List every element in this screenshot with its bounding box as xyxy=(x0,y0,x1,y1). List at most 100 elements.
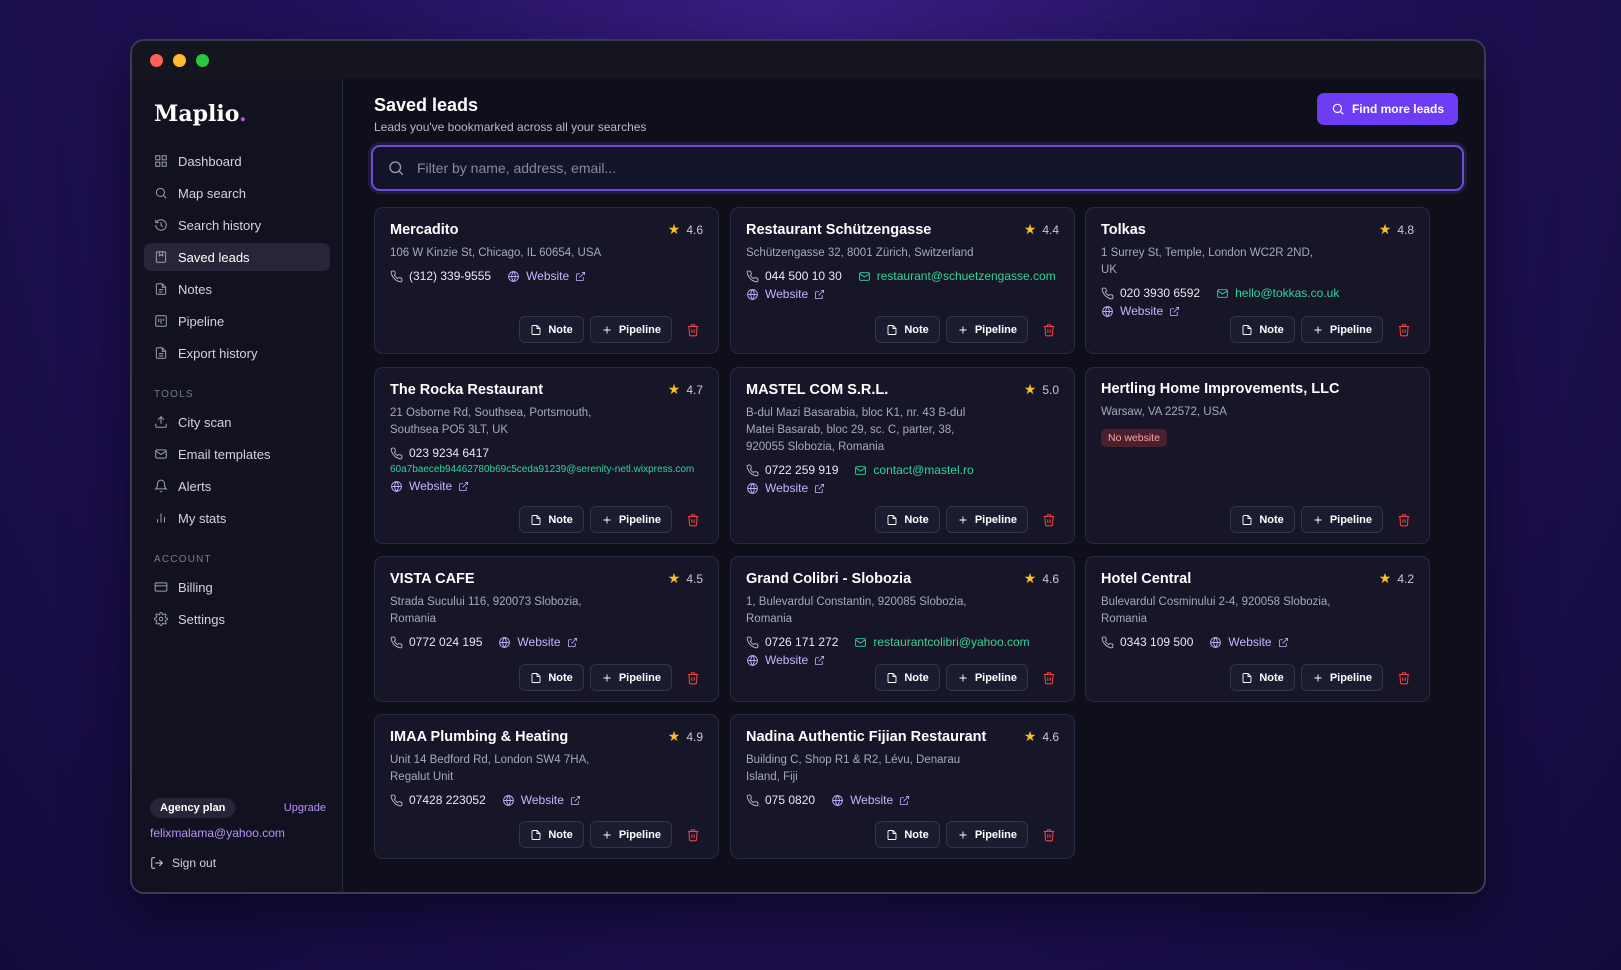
delete-lead-button[interactable] xyxy=(682,506,704,533)
add-to-pipeline-button[interactable]: Pipeline xyxy=(589,664,672,691)
sidebar-item-city-scan[interactable]: City scan xyxy=(144,408,330,436)
lead-card[interactable]: IMAA Plumbing & Heating ★ 4.9 Unit 14 Bedfo… xyxy=(374,714,719,859)
lead-card[interactable]: The Rocka Restaurant ★ 4.7 21 Osborne Rd, S… xyxy=(374,367,719,544)
note-button[interactable]: Note xyxy=(875,506,940,533)
delete-lead-button[interactable] xyxy=(1038,821,1060,848)
sidebar-item-export-history[interactable]: Export history xyxy=(144,339,330,367)
note-button[interactable]: Note xyxy=(875,664,940,691)
add-to-pipeline-button[interactable]: Pipeline xyxy=(589,506,672,533)
find-more-leads-button[interactable]: Find more leads xyxy=(1316,93,1458,125)
note-button[interactable]: Note xyxy=(519,821,584,848)
lead-website-link[interactable]: Website xyxy=(498,635,577,649)
add-to-pipeline-button[interactable]: Pipeline xyxy=(1300,506,1383,533)
lead-website-link[interactable]: Website xyxy=(1209,635,1288,649)
lead-name[interactable]: Hotel Central xyxy=(1101,570,1192,587)
lead-name[interactable]: Tolkas xyxy=(1101,221,1146,238)
lead-phone[interactable]: 075 0820 xyxy=(746,793,815,807)
sidebar-item-email-templates[interactable]: Email templates xyxy=(144,440,330,468)
lead-phone[interactable]: 07428 223052 xyxy=(390,793,486,807)
lead-name[interactable]: Nadina Authentic Fijian Restaurant xyxy=(746,728,987,745)
lead-website-link[interactable]: Website xyxy=(746,481,825,495)
add-to-pipeline-button[interactable]: Pipeline xyxy=(589,821,672,848)
delete-lead-button[interactable] xyxy=(1038,316,1060,343)
lead-name[interactable]: MASTEL COM S.R.L. xyxy=(746,381,889,398)
add-to-pipeline-button[interactable]: Pipeline xyxy=(945,664,1028,691)
lead-email[interactable]: 60a7baeceb94462780b69c5ceda91239@serenit… xyxy=(390,464,695,475)
lead-card[interactable]: MASTEL COM S.R.L. ★ 5.0 B-dul Mazi Basarabi… xyxy=(730,367,1075,544)
sidebar-item-saved-leads[interactable]: Saved leads xyxy=(144,243,330,271)
delete-lead-button[interactable] xyxy=(682,316,704,343)
lead-website-link[interactable]: Website xyxy=(1101,304,1180,318)
add-to-pipeline-button[interactable]: Pipeline xyxy=(589,316,672,343)
lead-name[interactable]: The Rocka Restaurant xyxy=(390,381,544,398)
maximize-window-button[interactable] xyxy=(196,53,209,67)
add-to-pipeline-button[interactable]: Pipeline xyxy=(945,316,1028,343)
note-button[interactable]: Note xyxy=(519,316,584,343)
add-to-pipeline-button[interactable]: Pipeline xyxy=(1300,664,1383,691)
lead-email[interactable]: hello@tokkas.co.uk xyxy=(1216,286,1339,300)
delete-lead-button[interactable] xyxy=(682,821,704,848)
lead-name[interactable]: IMAA Plumbing & Heating xyxy=(390,728,569,745)
sign-out-button[interactable]: Sign out xyxy=(150,856,330,870)
lead-name[interactable]: Restaurant Schützengasse xyxy=(746,221,932,238)
add-to-pipeline-button[interactable]: Pipeline xyxy=(945,821,1028,848)
note-button[interactable]: Note xyxy=(875,821,940,848)
app-logo[interactable]: Maplio. xyxy=(154,101,247,127)
lead-card[interactable]: Grand Colibri - Slobozia ★ 4.6 1, Bulevardu… xyxy=(730,556,1075,702)
delete-lead-button[interactable] xyxy=(1393,664,1415,691)
lead-phone[interactable]: 0772 024 195 xyxy=(390,635,482,649)
lead-website-link[interactable]: Website xyxy=(746,287,825,301)
sidebar-item-pipeline[interactable]: Pipeline xyxy=(144,307,330,335)
lead-phone[interactable]: 0343 109 500 xyxy=(1101,635,1193,649)
add-to-pipeline-button[interactable]: Pipeline xyxy=(945,506,1028,533)
sidebar-item-dashboard[interactable]: Dashboard xyxy=(144,147,330,175)
sidebar-item-search-history[interactable]: Search history xyxy=(144,211,330,239)
sidebar-item-settings[interactable]: Settings xyxy=(144,605,330,633)
note-button[interactable]: Note xyxy=(1230,506,1295,533)
lead-card[interactable]: VISTA CAFE ★ 4.5 Strada Sucului 116, 920073… xyxy=(374,556,719,702)
lead-phone[interactable]: 020 3930 6592 xyxy=(1101,286,1200,300)
delete-lead-button[interactable] xyxy=(1393,506,1415,533)
delete-lead-button[interactable] xyxy=(1038,664,1060,691)
lead-phone[interactable]: (312) 339-9555 xyxy=(390,269,491,283)
lead-name[interactable]: Hertling Home Improvements, LLC xyxy=(1101,381,1340,397)
lead-website-link[interactable]: Website xyxy=(390,479,469,493)
note-button[interactable]: Note xyxy=(875,316,940,343)
lead-name[interactable]: Mercadito xyxy=(390,221,459,238)
minimize-window-button[interactable] xyxy=(173,53,186,67)
sidebar-item-billing[interactable]: Billing xyxy=(144,573,330,601)
lead-phone[interactable]: 0726 171 272 xyxy=(746,635,838,649)
lead-phone[interactable]: 0722 259 919 xyxy=(746,463,838,477)
lead-email[interactable]: restaurantcolibri@yahoo.com xyxy=(854,635,1030,649)
delete-lead-button[interactable] xyxy=(1038,506,1060,533)
lead-website-link[interactable]: Website xyxy=(746,653,825,667)
note-button[interactable]: Note xyxy=(519,506,584,533)
lead-card[interactable]: Mercadito ★ 4.6 106 W Kinzie St, Chicago, I… xyxy=(374,207,719,354)
add-to-pipeline-button[interactable]: Pipeline xyxy=(1300,316,1383,343)
lead-phone[interactable]: 023 9234 6417 xyxy=(390,446,489,460)
close-window-button[interactable] xyxy=(150,53,163,67)
filter-input[interactable] xyxy=(417,160,1448,176)
lead-name[interactable]: VISTA CAFE xyxy=(390,570,475,587)
delete-lead-button[interactable] xyxy=(1393,316,1415,343)
lead-website-link[interactable]: Website xyxy=(502,793,581,807)
sidebar-item-map-search[interactable]: Map search xyxy=(144,179,330,207)
lead-email[interactable]: restaurant@schuetzengasse.com xyxy=(858,269,1056,283)
lead-card[interactable]: Hertling Home Improvements, LLC Warsaw, V… xyxy=(1085,367,1430,544)
lead-email[interactable]: contact@mastel.ro xyxy=(854,463,974,477)
lead-phone[interactable]: 044 500 10 30 xyxy=(746,269,842,283)
note-button[interactable]: Note xyxy=(1230,316,1295,343)
lead-website-link[interactable]: Website xyxy=(831,793,910,807)
upgrade-link[interactable]: Upgrade xyxy=(283,802,326,814)
sidebar-item-alerts[interactable]: Alerts xyxy=(144,472,330,500)
sidebar-item-my-stats[interactable]: My stats xyxy=(144,504,330,532)
lead-card[interactable]: Tolkas ★ 4.8 1 Surrey St, Temple, London WC… xyxy=(1085,207,1430,354)
note-button[interactable]: Note xyxy=(519,664,584,691)
lead-card[interactable]: Nadina Authentic Fijian Restaurant ★ 4.6 Bu… xyxy=(730,714,1075,859)
lead-name[interactable]: Grand Colibri - Slobozia xyxy=(746,570,912,587)
lead-card[interactable]: Restaurant Schützengasse ★ 4.4 Schützengass… xyxy=(730,207,1075,354)
delete-lead-button[interactable] xyxy=(682,664,704,691)
note-button[interactable]: Note xyxy=(1230,664,1295,691)
sidebar-item-notes[interactable]: Notes xyxy=(144,275,330,303)
lead-card[interactable]: Hotel Central ★ 4.2 Bulevardul Cosminului 2… xyxy=(1085,556,1430,702)
